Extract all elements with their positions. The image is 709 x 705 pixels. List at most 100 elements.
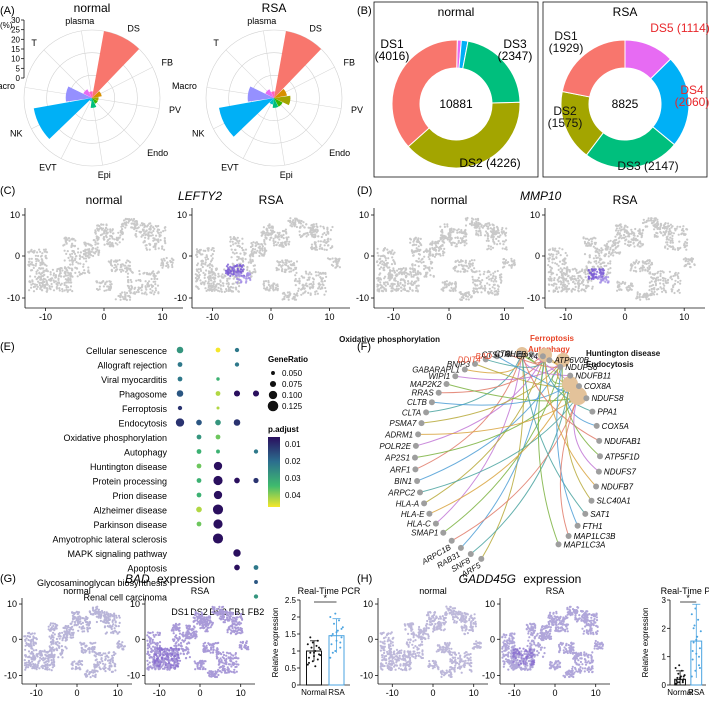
umap-cell (586, 284, 589, 287)
umap-cell (319, 287, 322, 290)
umap-cell (555, 250, 558, 253)
dot-phagosome-fb1 (233, 390, 241, 397)
umap-cell (659, 282, 662, 285)
umap-cell (104, 615, 107, 618)
umap-cell (497, 231, 501, 235)
umap-cell (324, 286, 327, 290)
umap-cell (592, 257, 596, 260)
umap-cell (502, 257, 506, 261)
umap-cell (507, 261, 510, 264)
umap-cell (607, 272, 610, 275)
umap-cell (202, 281, 205, 284)
umap-cell (127, 259, 130, 263)
umap-cell (290, 260, 293, 263)
umap-cell (144, 233, 148, 236)
umap-cell (207, 248, 210, 251)
umap-cell (497, 290, 500, 293)
umap-cell-expressed (245, 280, 248, 283)
umap-cell (209, 284, 212, 287)
pathway-label: Huntington disease (90, 462, 167, 472)
umap-cell (320, 278, 323, 281)
umap-cell (66, 250, 69, 253)
umap-cell (585, 268, 588, 271)
umap-cell (318, 285, 321, 288)
umap-cell (128, 289, 131, 292)
umap-cell (232, 243, 235, 246)
umap-cell (24, 654, 27, 657)
umap-cell (630, 238, 633, 241)
umap-cell (253, 264, 256, 267)
umap-cell (301, 276, 304, 279)
umap-cell (641, 264, 644, 267)
umap-cell (417, 265, 420, 268)
umap-cell (580, 289, 583, 292)
umap-cell (83, 269, 86, 272)
umap-cell (65, 288, 68, 291)
umap-cell (314, 293, 317, 296)
umap-cell (295, 266, 298, 269)
umap-cell (475, 290, 479, 293)
rose-category-label: plasma (65, 16, 94, 26)
umap-cell (264, 280, 268, 283)
rose-category-label: EVT (39, 162, 57, 172)
umap-y-tick-label: 10 (530, 210, 540, 220)
umap-cell (329, 238, 332, 241)
umap-cell (316, 225, 319, 229)
radial-unit-label: (%) (0, 21, 13, 30)
umap-cell (650, 280, 653, 283)
umap-cell (550, 283, 554, 286)
umap-cell (647, 262, 650, 265)
umap-cell (551, 272, 554, 275)
umap-cell (304, 270, 307, 273)
umap-cell (56, 268, 59, 271)
umap-cell (677, 248, 680, 251)
umap-cell (654, 223, 657, 226)
umap-cell (268, 238, 271, 241)
umap-cell (391, 284, 394, 287)
umap-cell (72, 636, 75, 639)
umap-cell (78, 271, 81, 274)
umap-cell (474, 284, 477, 287)
umap-cell (454, 286, 457, 289)
umap-cell (487, 227, 490, 230)
umap-cell (170, 260, 173, 263)
umap-cell (435, 252, 438, 255)
umap-cell (317, 240, 320, 243)
umap-cell (275, 243, 278, 246)
umap-cell (268, 226, 271, 229)
dot-huntington-disease-ds3 (213, 461, 223, 471)
umap-cell (42, 284, 45, 287)
umap-cell (144, 236, 147, 239)
gene-node-hla-e (426, 510, 433, 517)
umap-cell (460, 259, 463, 262)
umap-cell (331, 225, 334, 229)
umap-cell (107, 651, 110, 655)
umap-cell (442, 289, 445, 292)
umap-cell (89, 641, 92, 644)
umap-cell (68, 253, 72, 256)
umap-cell (396, 269, 399, 272)
umap-cell-expressed (239, 272, 242, 275)
umap-cell (84, 618, 87, 621)
umap-cell (492, 229, 495, 233)
umap-cell (614, 242, 617, 245)
umap-cell (471, 262, 474, 265)
umap-cell (404, 268, 407, 271)
umap-cell-expressed (597, 276, 600, 279)
umap-cell (97, 652, 101, 655)
umap-cell (143, 239, 146, 242)
umap-cell (47, 659, 50, 662)
umap-cell (567, 274, 570, 277)
umap-cell (337, 260, 340, 263)
umap-cell (152, 293, 155, 296)
umap-cell (295, 217, 298, 220)
umap-cell (96, 670, 99, 673)
umap-cell (128, 261, 132, 264)
umap-cell (261, 233, 264, 236)
umap-cell (195, 278, 198, 281)
umap-cell (237, 257, 240, 260)
umap-cell (409, 238, 413, 241)
umap-cell (152, 274, 155, 277)
